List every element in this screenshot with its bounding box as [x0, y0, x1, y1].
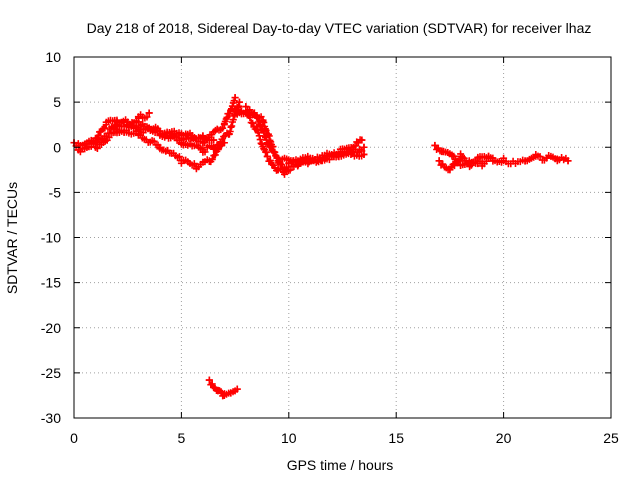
data-point	[289, 157, 297, 165]
data-point	[199, 139, 207, 147]
data-point	[259, 116, 267, 124]
data-point	[220, 121, 228, 129]
y-tick-label: -5	[49, 184, 62, 200]
y-axis-label: SDTVAR / TECUs	[4, 182, 20, 294]
data-point	[349, 143, 357, 151]
data-point	[113, 125, 121, 133]
series-track-11	[205, 376, 241, 400]
y-tick-label: -20	[41, 320, 61, 336]
data-point	[360, 150, 368, 158]
data-point	[317, 157, 325, 165]
data-point	[532, 152, 540, 160]
y-tick-label: -10	[41, 230, 61, 246]
data-point	[220, 139, 228, 147]
data-point	[214, 387, 222, 395]
y-tick-label: -15	[41, 275, 61, 291]
data-point	[431, 141, 439, 149]
x-tick-label: 5	[178, 430, 186, 446]
x-tick-label: 10	[281, 430, 297, 446]
data-point	[360, 143, 368, 151]
chart-title: Day 218 of 2018, Sidereal Day-to-day VTE…	[87, 20, 592, 36]
data-point	[192, 163, 200, 171]
data-point	[358, 136, 366, 144]
data-point	[233, 105, 241, 113]
data-point	[296, 159, 304, 167]
series-track-4	[113, 125, 228, 173]
data-point	[281, 170, 289, 178]
data-point	[446, 166, 454, 174]
data-point	[435, 157, 443, 165]
grid-lines	[74, 57, 611, 418]
data-point	[263, 152, 271, 160]
data-point	[134, 130, 142, 138]
x-tick-label: 0	[70, 430, 78, 446]
data-point	[145, 109, 153, 117]
x-tick-label: 25	[603, 430, 619, 446]
x-tick-label: 20	[496, 430, 512, 446]
series-track-10	[435, 150, 572, 174]
data-point	[210, 143, 218, 151]
data-point	[205, 376, 213, 384]
data-point	[500, 157, 508, 165]
data-point	[553, 155, 561, 163]
data-point	[521, 157, 529, 165]
x-axis-label: GPS time / hours	[287, 457, 394, 473]
data-point	[448, 152, 456, 160]
data-point	[91, 143, 99, 151]
data-point	[270, 148, 278, 156]
series-track-5	[134, 98, 243, 156]
data-point	[227, 389, 235, 397]
y-tick-label: 5	[53, 94, 61, 110]
y-tick-label: -25	[41, 365, 61, 381]
data-point	[233, 385, 241, 393]
data-point	[478, 159, 486, 167]
data-point	[199, 132, 207, 140]
y-tick-label: 0	[53, 139, 61, 155]
data-point	[457, 152, 465, 160]
data-series	[70, 94, 572, 400]
data-point	[210, 136, 218, 144]
axis-ticks: 0 5 10 15 20 25 10 5 0 -5 -10 -15 -20 -25 -30	[41, 49, 619, 446]
data-point	[177, 157, 185, 165]
data-point	[156, 127, 164, 135]
data-point	[177, 139, 185, 147]
data-point	[274, 166, 282, 174]
data-point	[489, 154, 497, 162]
x-tick-label: 15	[388, 430, 404, 446]
data-point	[199, 146, 207, 154]
data-point	[102, 121, 110, 129]
data-point	[231, 94, 239, 102]
data-point	[205, 157, 213, 165]
data-point	[439, 148, 447, 156]
series-track-8	[242, 103, 368, 178]
data-point	[564, 157, 572, 165]
data-point	[225, 130, 233, 138]
data-point	[339, 149, 346, 157]
data-point	[220, 391, 228, 399]
data-point	[235, 98, 243, 106]
data-point	[242, 103, 250, 111]
data-point	[467, 161, 475, 169]
y-tick-label: -30	[41, 410, 61, 426]
y-tick-label: 10	[45, 49, 61, 65]
data-point	[134, 118, 142, 126]
data-point	[543, 154, 551, 162]
data-point	[156, 143, 164, 151]
